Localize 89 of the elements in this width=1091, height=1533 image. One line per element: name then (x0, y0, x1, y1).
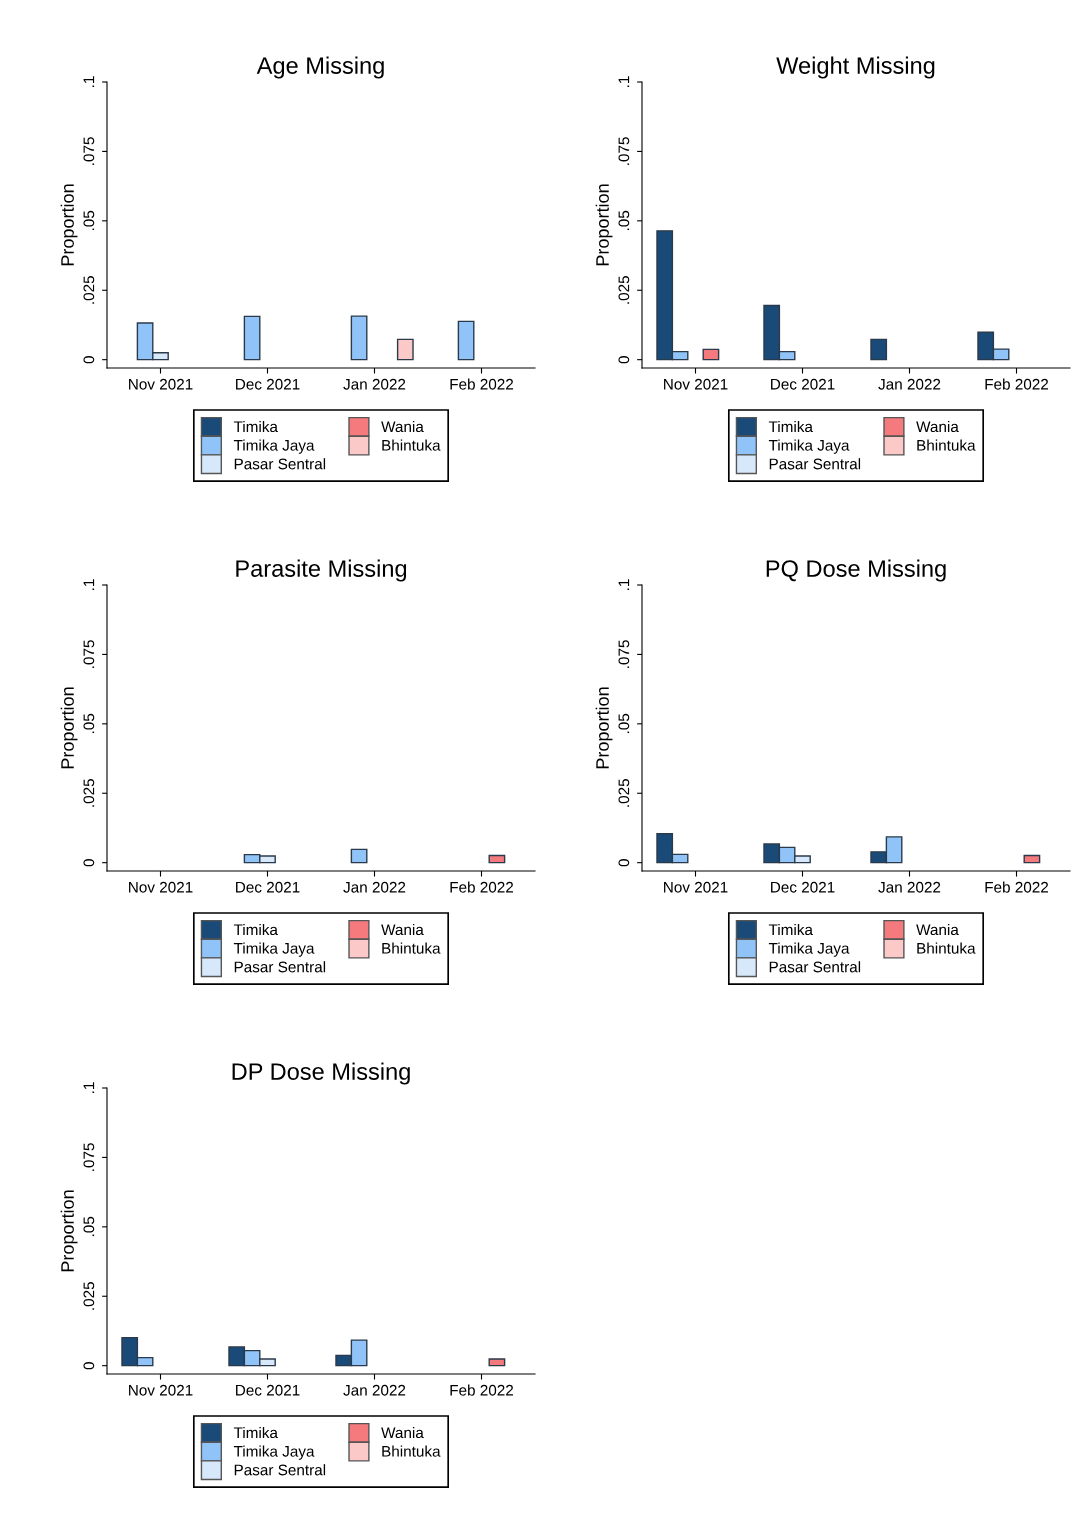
x-tick-label: Jan 2022 (878, 881, 941, 893)
legend-label: Timika (233, 1426, 278, 1439)
legend-label: Wania (916, 420, 959, 433)
legend-label: Pasar Sentral (769, 458, 861, 470)
x-tick-label: Jan 2022 (343, 1384, 406, 1396)
bar (350, 315, 368, 361)
x-tick-label: Nov 2021 (664, 881, 728, 893)
y-tick-label: .05 (618, 210, 630, 231)
y-tick-label: .025 (83, 276, 95, 304)
legend-label: Timika Jaya (233, 1445, 315, 1460)
legend-label: Timika (768, 420, 813, 433)
y-axis-title: Proportion (60, 1190, 78, 1272)
y-axis-title: Proportion (595, 184, 613, 266)
y-tick-label: .075 (618, 137, 630, 165)
bar (488, 1358, 506, 1367)
legend-label: Wania (381, 1426, 424, 1439)
chart-title: PQ Dose Missing (766, 559, 946, 582)
y-axis-title: Proportion (595, 687, 613, 769)
y-tick-label: .05 (618, 713, 630, 734)
x-tick-label: Nov 2021 (664, 378, 728, 390)
y-tick-label: .075 (83, 640, 95, 668)
chart-title: Weight Missing (776, 56, 935, 79)
legend-label: Timika Jaya (768, 942, 850, 957)
chart-title: Parasite Missing (236, 559, 407, 582)
y-tick-label: 0 (618, 859, 630, 867)
x-tick-label: Nov 2021 (129, 881, 193, 893)
y-axis-title: Proportion (60, 184, 78, 266)
legend-label: Wania (381, 923, 424, 936)
x-tick-label: Jan 2022 (343, 378, 406, 390)
legend-label: Pasar Sentral (234, 961, 326, 973)
legend-label: Bhintuka (382, 942, 441, 954)
legend-label: Bhintuka (382, 1445, 441, 1457)
y-tick-label: .075 (83, 1143, 95, 1171)
legend-label: Bhintuka (917, 942, 976, 954)
x-tick-label: Feb 2022 (450, 1384, 514, 1396)
y-tick-label: 0 (83, 859, 95, 867)
y-tick-label: .1 (83, 579, 95, 590)
chart-title: Age Missing (256, 56, 384, 79)
bar (243, 315, 261, 361)
x-tick-label: Dec 2021 (771, 378, 835, 390)
legend-label: Timika (233, 420, 278, 433)
bar (702, 348, 720, 361)
legend-label: Bhintuka (382, 439, 441, 451)
x-tick-label: Dec 2021 (236, 881, 300, 893)
x-tick-label: Feb 2022 (985, 881, 1049, 893)
y-tick-label: .05 (83, 1216, 95, 1237)
y-tick-label: 0 (83, 356, 95, 364)
x-tick-label: Dec 2021 (236, 1384, 300, 1396)
legend-label: Timika (768, 923, 813, 936)
x-tick-label: Jan 2022 (343, 881, 406, 893)
y-tick-label: .025 (618, 779, 630, 807)
y-tick-label: 0 (83, 1362, 95, 1370)
bar (870, 338, 888, 361)
x-tick-label: Feb 2022 (450, 378, 514, 390)
x-tick-label: Dec 2021 (771, 881, 835, 893)
y-tick-label: .1 (618, 76, 630, 87)
legend-label: Timika Jaya (233, 439, 315, 454)
bar (457, 320, 475, 361)
y-tick-label: .075 (618, 640, 630, 668)
legend-label: Pasar Sentral (234, 1464, 326, 1476)
x-tick-label: Nov 2021 (129, 1384, 193, 1396)
y-tick-label: .1 (618, 579, 630, 590)
legend-label: Timika Jaya (233, 942, 315, 957)
y-tick-label: .025 (83, 779, 95, 807)
y-tick-label: .025 (618, 276, 630, 304)
y-tick-label: 0 (618, 356, 630, 364)
legend-label: Timika Jaya (768, 439, 850, 454)
x-tick-label: Feb 2022 (985, 378, 1049, 390)
x-tick-label: Jan 2022 (878, 378, 941, 390)
y-tick-label: .075 (83, 137, 95, 165)
y-tick-label: .1 (83, 76, 95, 87)
legend-label: Bhintuka (917, 439, 976, 451)
bar (488, 854, 506, 864)
x-tick-label: Dec 2021 (236, 378, 300, 390)
bar (350, 848, 368, 864)
legend-label: Wania (916, 923, 959, 936)
chart-title: DP Dose Missing (232, 1062, 410, 1085)
y-axis-title: Proportion (60, 687, 78, 769)
legend-label: Timika (233, 923, 278, 936)
legend-label: Wania (381, 420, 424, 433)
legend-label: Pasar Sentral (234, 458, 326, 470)
y-tick-label: .025 (83, 1282, 95, 1310)
y-tick-label: .1 (83, 1082, 95, 1093)
x-tick-label: Feb 2022 (450, 881, 514, 893)
x-tick-label: Nov 2021 (129, 378, 193, 390)
legend-label: Pasar Sentral (769, 961, 861, 973)
y-tick-label: .05 (83, 210, 95, 231)
y-tick-label: .05 (83, 713, 95, 734)
bar (396, 338, 414, 361)
